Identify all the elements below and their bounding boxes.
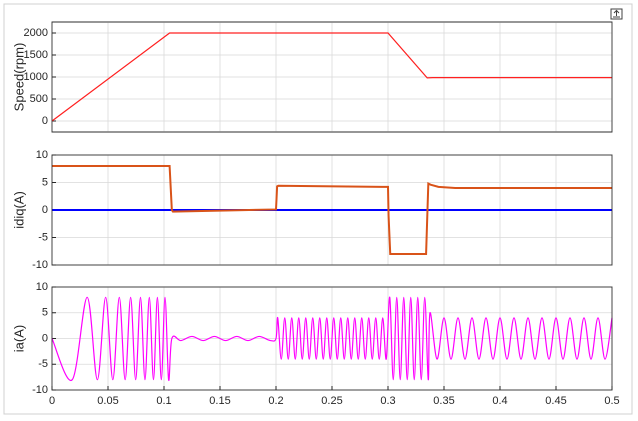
x-tick-label: 0.15: [209, 395, 230, 407]
y-tick-label: -10: [32, 259, 48, 271]
data-line: [52, 165, 612, 255]
plot-border: [51, 21, 613, 133]
dock-button[interactable]: [610, 8, 623, 20]
y-axis-label: idiq(A): [11, 191, 26, 229]
y-tick-label: 0: [42, 115, 48, 127]
y-axis-label: Speed(rpm): [11, 43, 26, 112]
y-tick-label: 10: [36, 149, 48, 161]
x-tick-label: 0.4: [492, 395, 507, 407]
y-tick-label: 10: [36, 281, 48, 293]
y-tick-label: -10: [32, 384, 48, 396]
data-line: [51, 32, 612, 122]
y-tick-label: 0: [42, 204, 48, 216]
x-tick-label: 0.05: [97, 395, 118, 407]
x-tick-label: 0.2: [268, 395, 283, 407]
y-axis-label: ia(A): [11, 325, 26, 352]
x-tick-label: 0.45: [545, 395, 566, 407]
plot-border: [51, 154, 613, 266]
y-tick-label: 1500: [24, 49, 48, 61]
y-tick-label: -5: [38, 358, 48, 370]
x-tick-label: 0.25: [321, 395, 342, 407]
y-tick-label: 0: [42, 332, 48, 344]
x-tick-label: 0: [49, 395, 55, 407]
x-tick-label: 0.5: [604, 395, 619, 407]
y-tick-label: -5: [38, 231, 48, 243]
data-line: [51, 296, 613, 381]
plot-border: [51, 286, 613, 391]
y-tick-label: 2000: [24, 27, 48, 39]
y-tick-label: 1000: [24, 71, 48, 83]
x-tick-label: 0.35: [433, 395, 454, 407]
x-tick-label: 0.1: [156, 395, 171, 407]
y-tick-label: 5: [42, 307, 48, 319]
y-tick-label: 500: [30, 93, 48, 105]
x-tick-label: 0.3: [380, 395, 395, 407]
y-tick-label: 5: [42, 176, 48, 188]
